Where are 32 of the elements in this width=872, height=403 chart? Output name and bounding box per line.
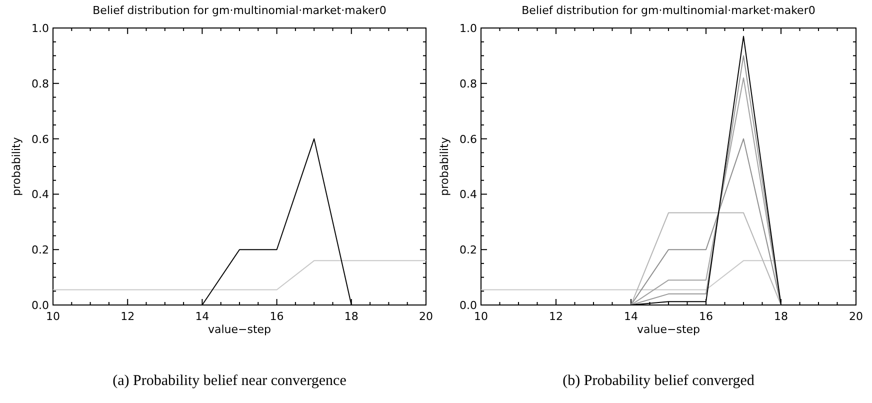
x-tick-label: 12 bbox=[120, 310, 135, 323]
y-tick-label: 0.0 bbox=[460, 299, 477, 312]
x-tick-label: 12 bbox=[549, 310, 563, 323]
y-tick-label: 0.2 bbox=[32, 244, 49, 257]
x-tick-label: 16 bbox=[270, 310, 284, 323]
x-tick-label: 14 bbox=[195, 310, 210, 323]
x-tick-label: 10 bbox=[46, 310, 60, 323]
y-tick-label: 0.0 bbox=[32, 299, 49, 312]
chart-title: Belief distribution for gm·multinomial·market·maker0 bbox=[92, 4, 386, 17]
text: (b) Probability belief converged bbox=[562, 373, 755, 389]
y-tick-label: 1.0 bbox=[460, 22, 477, 35]
x-tick-label: 14 bbox=[624, 310, 638, 323]
x-tick-label: 10 bbox=[474, 310, 488, 323]
x-tick-label: 18 bbox=[774, 310, 788, 323]
text: (a) Probability belief near convergence bbox=[112, 373, 347, 389]
y-tick-label: 0.8 bbox=[32, 77, 49, 90]
y-tick-label: 0.8 bbox=[460, 77, 477, 90]
x-tick-label: 18 bbox=[344, 310, 358, 323]
x-tick-label: 16 bbox=[699, 310, 713, 323]
y-tick-label: 0.4 bbox=[460, 188, 477, 202]
x-axis-title: value−step bbox=[208, 323, 272, 336]
x-tick-label: 20 bbox=[849, 310, 863, 323]
y-tick-label: 0.2 bbox=[460, 244, 477, 257]
y-tick-label: 1.0 bbox=[32, 22, 49, 35]
y-axis-title: probability bbox=[10, 136, 23, 196]
chart-title: Belief distribution for gm·multinomial·market·maker0 bbox=[522, 4, 816, 17]
y-tick-label: 0.4 bbox=[32, 188, 49, 202]
x-tick-label: 20 bbox=[419, 310, 433, 323]
x-axis-title: value−step bbox=[636, 323, 700, 336]
y-tick-label: 0.6 bbox=[460, 132, 477, 146]
y-axis-title: probability bbox=[438, 136, 451, 196]
y-tick-label: 0.6 bbox=[32, 132, 49, 146]
